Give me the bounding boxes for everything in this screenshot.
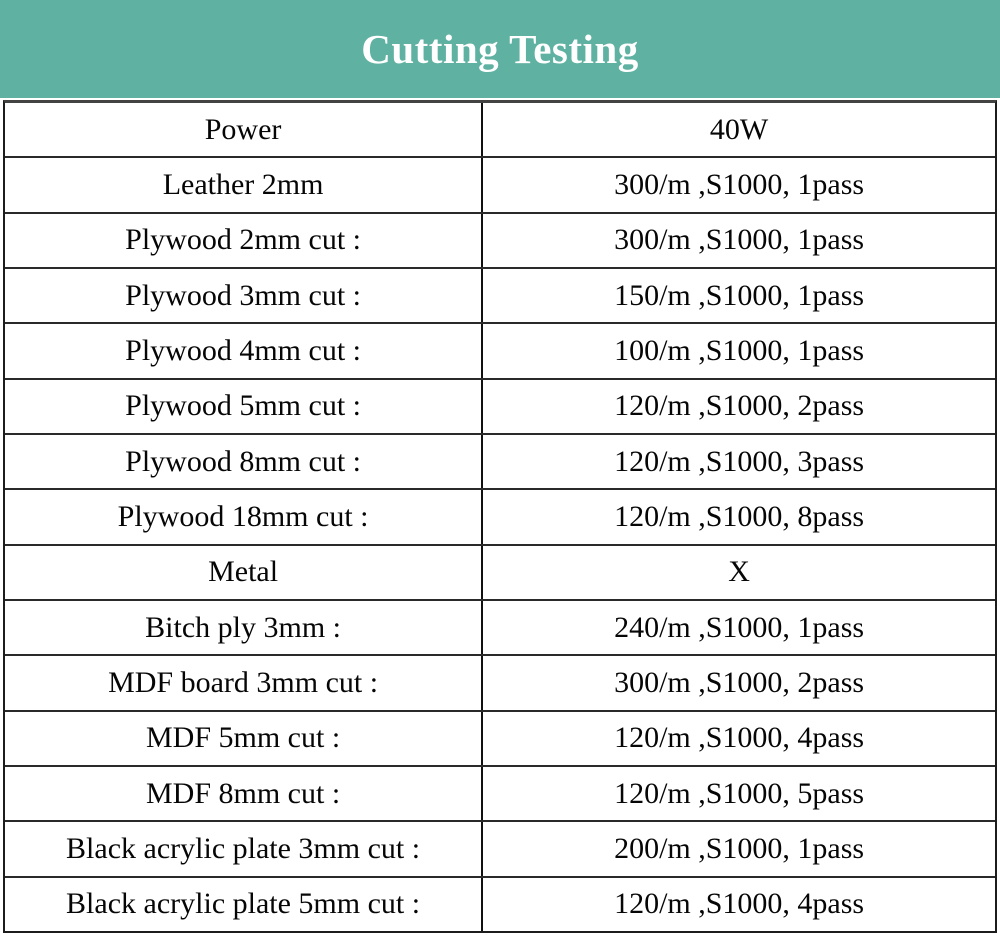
material-cell: Black acrylic plate 5mm cut : (5, 877, 484, 931)
table-row: MDF 8mm cut : 120/m ,S1000, 5pass (5, 764, 995, 821)
value-cell: 240/m ,S1000, 1pass (614, 610, 865, 644)
table-row: Plywood 4mm cut : 100/m ,S1000, 1pass (5, 322, 995, 378)
value-cell: 120/m ,S1000, 3pass (614, 444, 865, 478)
table-row: Plywood 3mm cut : 150/m ,S1000, 1pass (5, 266, 995, 323)
material-cell: Plywood 4mm cut : (5, 324, 484, 378)
table-row: Leather 2mm 300/m ,S1000, 1pass (5, 156, 995, 212)
value-cell: 300/m ,S1000, 1pass (614, 223, 865, 257)
material-cell: Bitch ply 3mm : (5, 600, 484, 655)
table-row: MDF board 3mm cut : 300/m ,S1000, 2pass (5, 654, 995, 710)
material-cell: Metal (5, 545, 484, 599)
table-row: Black acrylic plate 5mm cut : 120/m ,S10… (5, 875, 995, 931)
table-row: Plywood 18mm cut : 120/m ,S1000, 8pass (5, 488, 995, 544)
table-row: MDF 5mm cut : 120/m ,S1000, 4pass (5, 709, 995, 765)
material-cell: Leather 2mm (5, 158, 484, 212)
material-cell: MDF 5mm cut : (5, 711, 484, 765)
table-row: Metal X (5, 543, 995, 599)
value-cell: 120/m ,S1000, 8pass (614, 499, 865, 533)
value-cell: 150/m ,S1000, 1pass (614, 278, 865, 312)
banner: Cutting Testing (0, 0, 1000, 98)
value-cell: 120/m ,S1000, 5pass (614, 776, 865, 810)
material-cell: Plywood 8mm cut : (5, 434, 484, 489)
page-title: Cutting Testing (361, 26, 639, 72)
value-cell: 300/m ,S1000, 2pass (614, 665, 865, 699)
material-cell: Plywood 18mm cut : (5, 490, 484, 544)
table-row: Bitch ply 3mm : 240/m ,S1000, 1pass (5, 598, 995, 655)
material-cell: MDF board 3mm cut : (5, 656, 484, 710)
table-row: Black acrylic plate 3mm cut : 200/m ,S10… (5, 820, 995, 876)
value-cell: X (728, 555, 750, 589)
material-cell: Plywood 2mm cut : (5, 213, 484, 267)
value-cell: 300/m ,S1000, 1pass (614, 167, 865, 201)
material-cell: Plywood 3mm cut : (5, 268, 484, 323)
material-cell: MDF 8mm cut : (5, 766, 484, 821)
value-cell: 200/m ,S1000, 1pass (614, 831, 865, 865)
material-cell: Black acrylic plate 3mm cut : (5, 822, 484, 876)
material-cell: Plywood 5mm cut : (5, 379, 484, 433)
table-row: Plywood 8mm cut : 120/m ,S1000, 3pass (5, 432, 995, 489)
value-cell: 120/m ,S1000, 4pass (614, 721, 865, 755)
value-cell: 100/m ,S1000, 1pass (614, 333, 865, 367)
table-row: Plywood 5mm cut : 120/m ,S1000, 2pass (5, 377, 995, 433)
value-cell: 120/m ,S1000, 4pass (614, 887, 865, 921)
value-cell: 120/m ,S1000, 2pass (614, 389, 865, 423)
material-cell: Power (5, 103, 484, 157)
value-cell: 40W (709, 112, 769, 146)
spec-table: Power 40W Leather 2mm 300/m ,S1000, 1pas… (3, 100, 997, 933)
table-row: Power 40W (5, 103, 995, 157)
table-row: Plywood 2mm cut : 300/m ,S1000, 1pass (5, 211, 995, 267)
